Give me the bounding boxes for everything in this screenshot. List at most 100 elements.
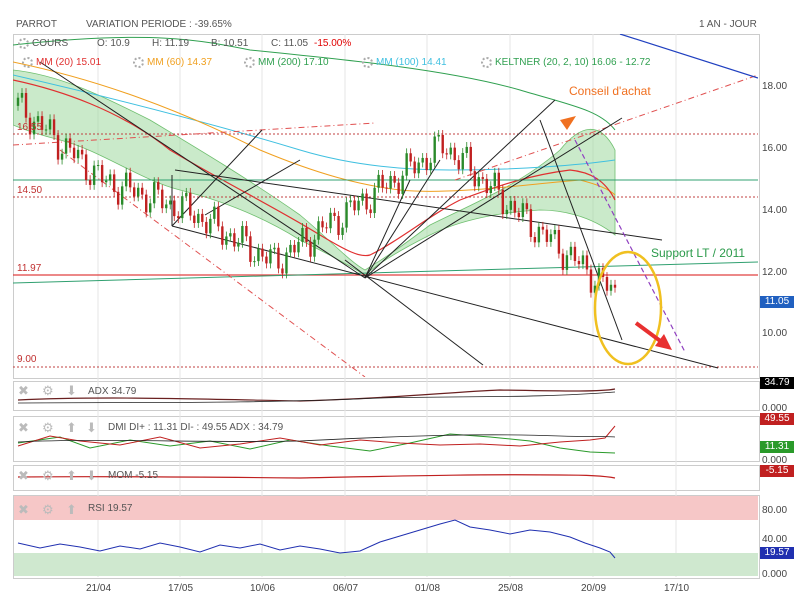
mom-line [17, 474, 616, 479]
candle-body [437, 134, 440, 137]
legend-close: C: 11.05 [271, 38, 309, 49]
candle-body [269, 249, 272, 264]
candle-body [145, 194, 148, 213]
price-tick: 10.00 [762, 328, 788, 339]
x-tick: 17/05 [168, 583, 194, 594]
candle-body [201, 213, 204, 222]
candle-body [128, 172, 132, 188]
settings-icon [22, 57, 33, 68]
candle-body [385, 187, 388, 189]
trend-dashed-down [59, 149, 366, 377]
arrow-up-icon[interactable]: ⬆ [66, 420, 77, 435]
dmi-label: DMI DI+ : 11.31 DI- : 49.55 ADX : 34.79 [108, 422, 284, 433]
candle-body [349, 200, 352, 203]
candle-body [241, 225, 244, 243]
candle-body [68, 138, 72, 148]
candle-body [441, 134, 444, 154]
candle-body [509, 200, 513, 210]
legend-mm60[interactable]: MM (60) 14.37 [133, 57, 212, 68]
candle-body [549, 234, 553, 242]
legend-mm100[interactable]: MM (100) 14.41 [362, 57, 447, 68]
legend-high: H: 11.19 [152, 38, 190, 49]
candle-body [609, 284, 613, 291]
dmi-plus-line [17, 433, 616, 454]
candle-body [221, 226, 224, 245]
candle-body [301, 227, 304, 242]
legend-mm200[interactable]: MM (200) 17.10 [244, 57, 329, 68]
period-label[interactable]: 1 AN - JOUR [699, 19, 757, 30]
price-tick: 16.00 [762, 143, 788, 154]
candle-body [52, 119, 56, 136]
candle-body [104, 180, 108, 183]
settings-icon[interactable]: ⚙ [42, 383, 54, 398]
dmi-axis: 0.000 [762, 455, 788, 466]
candle-body [397, 182, 400, 194]
dmi-adx-line [17, 434, 616, 443]
dmi-minus-line [17, 425, 616, 449]
candle-body [72, 147, 76, 159]
adx-panel [13, 381, 760, 411]
candle-body [64, 138, 68, 154]
candle-body [277, 247, 280, 269]
candle-body [20, 92, 24, 98]
candle-body [517, 212, 521, 218]
close-icon[interactable]: ✖ [18, 468, 29, 483]
blue-trend-line [619, 34, 758, 79]
candle-body [421, 157, 424, 163]
candle-body [485, 178, 488, 194]
candle-body [92, 165, 96, 185]
candle-body [417, 162, 420, 174]
candle-body [44, 129, 48, 131]
candle-body [409, 153, 412, 162]
x-tick: 25/08 [498, 583, 524, 594]
candle-body [341, 227, 344, 236]
close-icon[interactable]: ✖ [18, 420, 29, 435]
candle-body [541, 226, 545, 230]
candle-body [88, 180, 92, 185]
ticker-label: PARROT [16, 19, 57, 30]
candle-body [321, 221, 324, 228]
candle-body [217, 206, 220, 227]
candle-body [361, 193, 364, 201]
last-price-tag: 11.05 [760, 296, 794, 308]
candle-body [84, 154, 88, 181]
candle-body [405, 153, 408, 176]
orange-arrow [560, 116, 576, 130]
candle-body [185, 192, 188, 197]
candle-body [365, 193, 368, 210]
close-icon[interactable]: ✖ [18, 383, 29, 398]
candle-body [257, 248, 260, 262]
red-arrow-shaft [634, 321, 665, 345]
candle-body [48, 119, 52, 130]
x-tick: 10/06 [250, 583, 276, 594]
candle-body [189, 192, 192, 216]
settings-icon[interactable]: ⚙ [42, 420, 54, 435]
annotation-conseil: Conseil d'achat [569, 84, 651, 98]
close-icon[interactable]: ✖ [18, 502, 29, 517]
rsi-axis-40: 40.00 [762, 534, 788, 545]
candle-body [413, 161, 416, 174]
candle-body [116, 191, 120, 205]
variation-label: VARIATION PERIODE : -39.65% [86, 19, 232, 30]
candle-body [325, 227, 328, 229]
candle-body [132, 187, 136, 197]
price-tick: 14.00 [762, 205, 788, 216]
candle-body [112, 174, 116, 192]
arrow-up-icon[interactable]: ⬆ [66, 468, 77, 483]
adx-line-2 [17, 391, 616, 404]
candle-body [137, 187, 140, 197]
legend-mm20[interactable]: MM (20) 15.01 [22, 57, 101, 68]
candle-body [533, 236, 537, 243]
arrow-down-icon[interactable]: ⬇ [66, 383, 77, 398]
settings-icon[interactable]: ⚙ [42, 468, 54, 483]
legend-cours[interactable]: COURS [18, 38, 68, 49]
arrow-down-icon[interactable]: ⬇ [86, 468, 97, 483]
arrow-down-icon[interactable]: ⬇ [86, 420, 97, 435]
arrow-up-icon[interactable]: ⬆ [66, 502, 77, 517]
candle-body [233, 233, 236, 247]
resistance-dashed [13, 122, 376, 146]
legend-keltner[interactable]: KELTNER (20, 2, 10) 16.06 - 12.72 [481, 57, 650, 68]
candle-body [36, 116, 40, 122]
settings-icon[interactable]: ⚙ [42, 502, 54, 517]
candle-body [457, 160, 460, 170]
